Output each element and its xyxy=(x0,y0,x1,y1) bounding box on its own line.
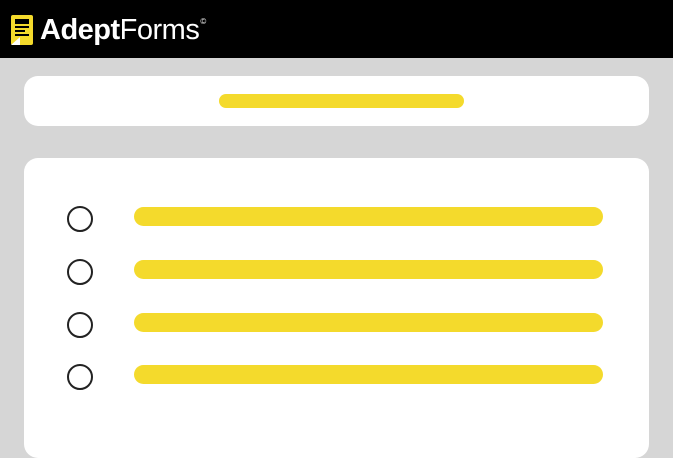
question-title-placeholder xyxy=(219,94,464,108)
radio-button[interactable] xyxy=(67,206,93,232)
option-row[interactable] xyxy=(24,205,649,233)
radio-button[interactable] xyxy=(67,312,93,338)
option-row[interactable] xyxy=(24,311,649,339)
option-label-placeholder xyxy=(134,260,603,279)
adeptforms-logo[interactable]: Adept Forms © xyxy=(10,12,206,48)
question-title-card xyxy=(24,76,649,126)
registered-mark: © xyxy=(200,16,206,26)
options-card xyxy=(24,158,649,458)
option-row[interactable] xyxy=(24,258,649,286)
option-label-placeholder xyxy=(134,207,603,226)
form-document-icon xyxy=(11,15,33,45)
brand-name-light: Forms xyxy=(119,13,200,46)
option-label-placeholder xyxy=(134,313,603,332)
brand-name-bold: Adept xyxy=(40,13,120,46)
radio-button[interactable] xyxy=(67,259,93,285)
radio-button[interactable] xyxy=(67,364,93,390)
app-header: Adept Forms © xyxy=(0,0,673,58)
brand-name: Adept Forms © xyxy=(40,13,206,46)
option-label-placeholder xyxy=(134,365,603,384)
option-row[interactable] xyxy=(24,363,649,391)
